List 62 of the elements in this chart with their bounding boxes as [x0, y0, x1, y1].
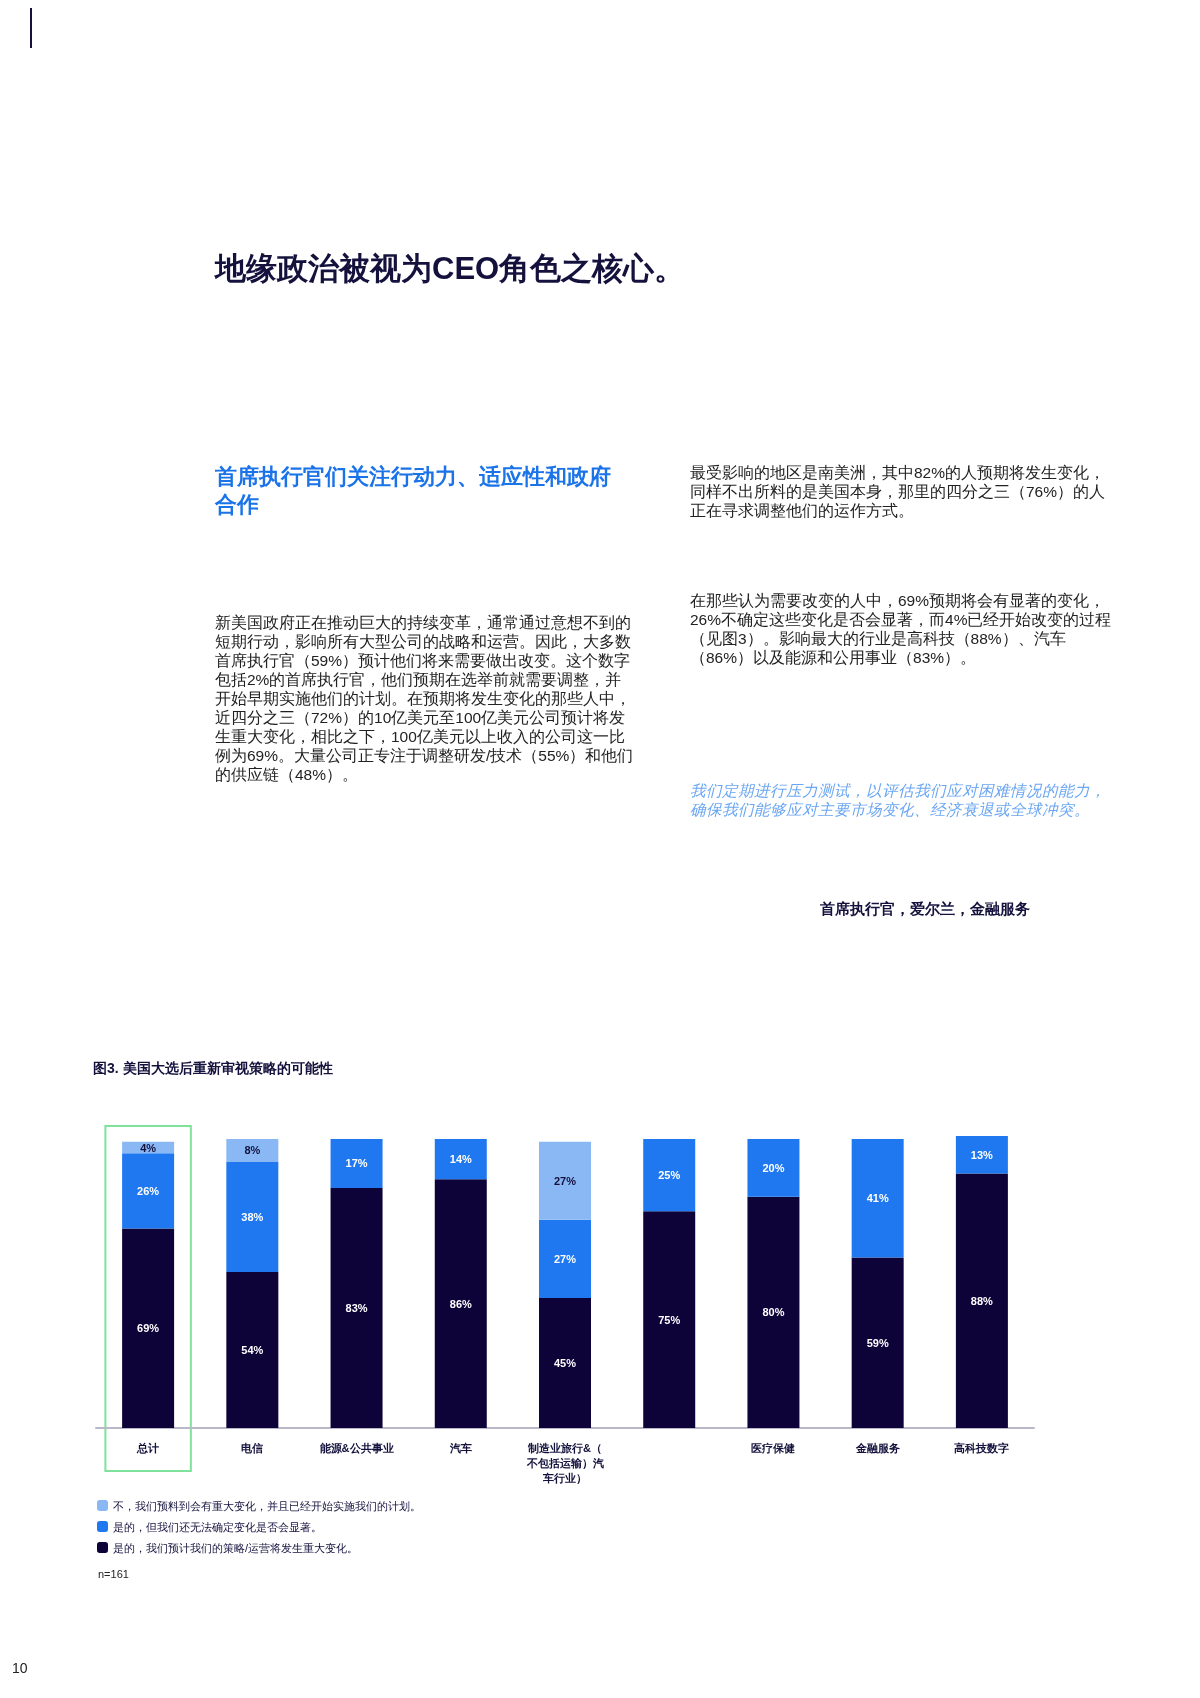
data-label: 80%: [762, 1306, 785, 1319]
data-label: 59%: [866, 1336, 889, 1349]
data-label: 27%: [553, 1252, 577, 1265]
data-label: 69%: [137, 1322, 160, 1335]
data-label: 38%: [241, 1210, 264, 1223]
legend-label: 是的，但我们还无法确定变化是否会显著。: [113, 1520, 322, 1533]
x-tick-label: 汽车: [448, 1441, 472, 1454]
bar: [122, 1153, 175, 1229]
data-label: 88%: [970, 1294, 994, 1307]
bar: [122, 1228, 175, 1428]
text: 在那些认为需要改变的人中，69%预期将会有显著的变化，26%不确定这些变化是否会显著，而4%已经开始改变的过程（见图3）。影响最大的行业是高科技（88%）、汽车（86%）以及能源和公用事业（83%）。: [690, 591, 1113, 667]
bar: [851, 1138, 904, 1258]
bar: [226, 1162, 279, 1272]
data-label: 41%: [866, 1192, 889, 1205]
bar: [434, 1138, 487, 1180]
text: 我们定期进行压力测试，以评估我们应对困难情况的能力，确保我们能够应对主要市场变化、经济衰退或全球冲突。: [690, 781, 1107, 819]
data-label: 27%: [553, 1174, 577, 1187]
x-tick-label: 金融服务: [854, 1441, 900, 1454]
data-label: 26%: [137, 1184, 160, 1197]
text: 10: [12, 1660, 29, 1676]
data-label: 20%: [762, 1161, 785, 1174]
data-label: 17%: [345, 1157, 368, 1170]
bar: [434, 1179, 487, 1428]
bar: [851, 1257, 904, 1428]
data-label: 86%: [449, 1297, 472, 1310]
data-label: 45%: [553, 1356, 577, 1369]
data-label: 14%: [449, 1153, 472, 1166]
bar: [643, 1211, 696, 1428]
bar: [747, 1196, 800, 1428]
text: 最受影响的地区是南美洲，其中82%的人预期将发生变化，同样不出所料的是美国本身，那里的四分之三（76%）的人正在寻求调整他们的运作方式。: [690, 463, 1107, 520]
x-tick-label: 电信: [241, 1441, 264, 1454]
bar: [226, 1138, 279, 1163]
bar: [539, 1297, 591, 1428]
bar: [330, 1188, 383, 1428]
data-label: 83%: [345, 1302, 368, 1315]
x-tick-label: 总计: [136, 1441, 160, 1454]
data-label: 13%: [970, 1148, 994, 1161]
legend-label: 不，我们预料到会有重大变化，并且已经开始实施我们的计划。: [113, 1499, 421, 1512]
legend-label: 是的，我们预计我们的策略/运营将发生重大变化。: [113, 1541, 359, 1554]
text: 首席执行官们关注行动力、适应性和政府合作: [215, 463, 612, 519]
bar: [955, 1173, 1008, 1428]
data-label: 8%: [244, 1144, 261, 1157]
text: 新美国政府正在推动巨大的持续变革，通常通过意想不到的短期行动，影响所有大型公司的战略和运营。因此，大多数首席执行官（59%）预计他们将来需要做出改变。这个数字包括2%的首席执行官，他们预期在选举前就需要调整，并开始早期实施他们的计划。在预期将发生变化的那些人中，近四分之三（72%）的10亿美元至100亿美元公司预计将发生重大变化，相比之下，100亿美元以上收入的公司这一比例为69%。大量公司正专注于调整研发/技术（55%）和他们的供应链（48%）。: [215, 614, 634, 783]
bar: [643, 1138, 696, 1212]
bar: [226, 1271, 279, 1428]
bar: [330, 1138, 383, 1189]
data-label: 75%: [658, 1313, 681, 1326]
bar: [955, 1136, 1008, 1174]
x-tick-label: 能源&公共事业: [319, 1441, 394, 1455]
x-tick-label: 高科技数字: [954, 1441, 1010, 1454]
text: n=161: [98, 1568, 130, 1580]
bar: [747, 1138, 800, 1197]
x-tick-label: 制造业旅行&（不包括运输）汽车行业）: [525, 1441, 604, 1485]
text: 首席执行官，爱尔兰，金融服务: [820, 900, 1031, 919]
data-label: 4%: [140, 1141, 157, 1154]
data-label: 25%: [658, 1169, 681, 1182]
bar: [539, 1141, 591, 1220]
bar: [539, 1219, 591, 1298]
data-label: 54%: [241, 1343, 264, 1356]
x-tick-label: 医疗保健: [751, 1441, 796, 1454]
chart-title: 图3. 美国大选后重新审视策略的可能性: [93, 1060, 333, 1076]
text: 地缘政治被视为CEO角色之核心。: [215, 250, 687, 288]
